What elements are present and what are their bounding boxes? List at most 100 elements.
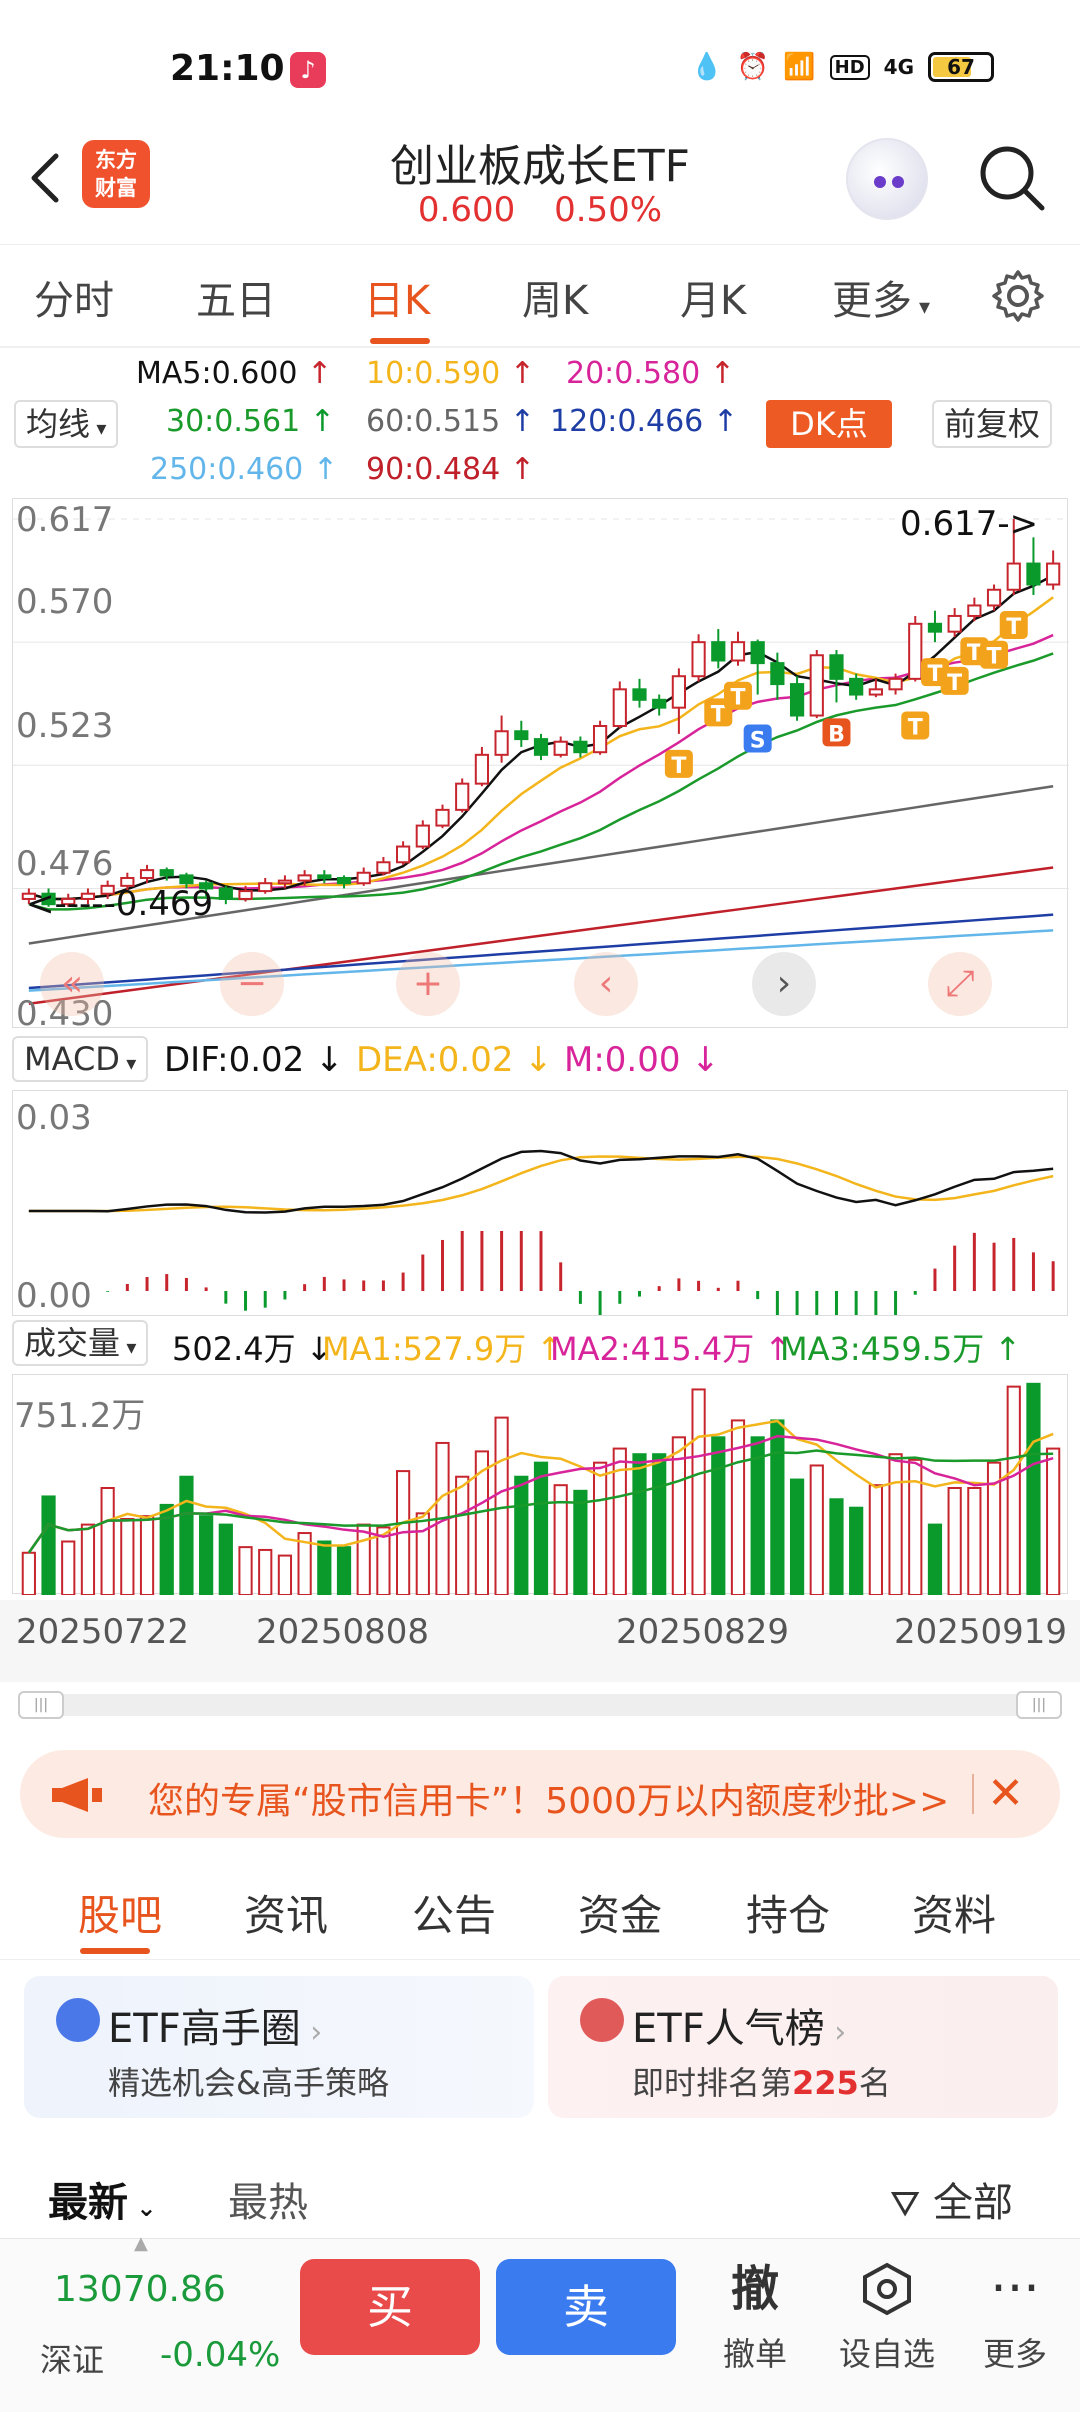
volume-bar (592, 1461, 608, 1596)
volume-bar (277, 1554, 293, 1596)
y-label-bottom: 0.430 (16, 994, 114, 1034)
sort-latest[interactable]: 最新 ⌄ (48, 2180, 157, 2226)
volume-bar (336, 1546, 352, 1596)
range-handle-left[interactable]: ||| (18, 1691, 64, 1719)
dk-point-button[interactable]: DK点 (766, 400, 892, 448)
candle-body (868, 688, 883, 696)
candle-body (435, 808, 450, 827)
candle-body (100, 884, 115, 895)
sell-button[interactable]: 卖 (496, 2259, 676, 2355)
close-icon[interactable]: ✕ (987, 1768, 1024, 1819)
search-icon[interactable] (976, 142, 1048, 214)
content-tabs: 股吧 资讯 公告 资金 持仓 资料 (0, 1860, 1080, 1960)
tab-minute[interactable]: 分时 (34, 278, 114, 324)
macd-selector[interactable]: MACD ▾ (12, 1036, 149, 1082)
candle-body (592, 725, 608, 754)
candle-body (455, 782, 470, 811)
add-watchlist-button[interactable]: 设自选 (832, 2249, 942, 2375)
volume-ma2: MA2:415.4万 ↑ (550, 1330, 792, 1368)
volume-bar (809, 1464, 824, 1597)
assistant-robot-icon[interactable] (846, 138, 928, 220)
tab-announcements[interactable]: 公告 (412, 1891, 497, 1940)
signal-marker-label: B (828, 722, 845, 747)
tab-five-day[interactable]: 五日 (196, 278, 276, 324)
change-percent: 0.50% (554, 190, 663, 230)
candle-body (573, 740, 588, 754)
volume-bar (1006, 1385, 1021, 1597)
promo-banner[interactable]: 您的专属“股市信用卡”！5000万以内额度秒批>> ✕ (20, 1750, 1060, 1838)
candle-body (750, 641, 765, 665)
y-label-top: 0.617 (16, 500, 114, 540)
ma-selector[interactable]: 均线 ▾ (14, 400, 119, 448)
card-title: ETF人气榜 › (632, 2006, 847, 2052)
back-icon[interactable] (22, 148, 72, 208)
legend-ma120: 120:0.466 ↑ (550, 404, 738, 439)
active-tab-indicator (80, 1948, 150, 1954)
right-icon[interactable]: › (752, 952, 816, 1016)
zoom-in-icon[interactable]: + (396, 952, 460, 1016)
eastmoney-logo[interactable]: 东方 财富 (82, 140, 150, 208)
range-handle-right[interactable]: ||| (1016, 1691, 1062, 1719)
gear-icon[interactable] (990, 268, 1046, 324)
candle-body (514, 730, 529, 741)
more-button[interactable]: ··· 更多 (960, 2249, 1070, 2375)
macd-y-bottom: 0.00 (16, 1276, 92, 1316)
candle-body (888, 677, 903, 691)
index-value[interactable]: 13070.86 (54, 2269, 226, 2310)
sort-hot[interactable]: 最热 (228, 2180, 308, 2226)
tab-weekly-k[interactable]: 周K (522, 278, 589, 324)
candle-body (139, 869, 155, 879)
left-icon[interactable]: ‹ (574, 952, 638, 1016)
tab-profile[interactable]: 资料 (912, 1891, 997, 1940)
ma250-line (28, 929, 1054, 992)
range-slider[interactable]: ||| ||| (18, 1691, 1062, 1719)
candle-body (927, 622, 943, 633)
tab-holdings[interactable]: 持仓 (746, 1891, 831, 1940)
promo-text: 您的专属“股市信用卡”！5000万以内额度秒批>> (148, 1781, 950, 1822)
etf-expert-circle-card[interactable]: ETF高手圈 › 精选机会&高手策略 (24, 1976, 534, 2118)
candle-body (947, 614, 962, 633)
volume-bar (888, 1453, 903, 1596)
candle-body (474, 753, 490, 785)
volume-bar (258, 1548, 273, 1597)
fullscreen-icon[interactable]: ⤢ (928, 952, 992, 1016)
period-tabs: 分时 五日 日K 周K 月K 更多 ▾ (0, 248, 1080, 348)
double-left-icon[interactable]: « (40, 952, 104, 1016)
candle-body (553, 740, 568, 756)
volume-bar (573, 1489, 588, 1596)
volume-chart (12, 1374, 1068, 1597)
tab-daily-k[interactable]: 日K (364, 278, 431, 324)
candle-body (986, 588, 1002, 607)
signal-marker-T (723, 681, 752, 710)
rank-number: 225 (792, 2064, 859, 2102)
volume-selector[interactable]: 成交量 ▾ (12, 1320, 149, 1366)
signal-marker-label: T (671, 754, 686, 779)
index-name: 深证 (40, 2341, 105, 2379)
volume-bar (1046, 1447, 1061, 1596)
volume-svg (21, 1382, 1061, 1597)
index-change: -0.04% (160, 2335, 281, 2375)
candle-body (277, 879, 293, 885)
collapse-icon[interactable]: ▲ (134, 2233, 148, 2254)
volume-bar (1026, 1382, 1041, 1596)
signal-marker-label: T (908, 715, 923, 740)
tab-funds[interactable]: 资金 (578, 1891, 663, 1940)
tab-more[interactable]: 更多 ▾ (832, 278, 931, 324)
etf-popularity-card[interactable]: ETF人气榜 › 即时排名第225名 (548, 1976, 1058, 2118)
volume-bar (455, 1475, 470, 1596)
macd-svg (28, 1149, 1055, 1315)
candle-body (809, 654, 824, 717)
cancel-order-button[interactable]: 撤 撤单 (700, 2249, 810, 2375)
tab-monthly-k[interactable]: 月K (680, 278, 747, 324)
tab-guba[interactable]: 股吧 (78, 1891, 163, 1940)
volume-ma1-line (27, 1419, 1054, 1554)
tab-news[interactable]: 资讯 (244, 1891, 329, 1940)
signal-marker-label: T (947, 671, 962, 696)
buy-button[interactable]: 买 (300, 2259, 480, 2355)
filter-button[interactable]: ⛛ 全部 (890, 2180, 1013, 2226)
candle-body (789, 683, 805, 717)
zoom-out-icon[interactable]: − (220, 952, 284, 1016)
adjust-button[interactable]: 前复权 (932, 400, 1053, 448)
hexagon-icon (832, 2249, 942, 2329)
